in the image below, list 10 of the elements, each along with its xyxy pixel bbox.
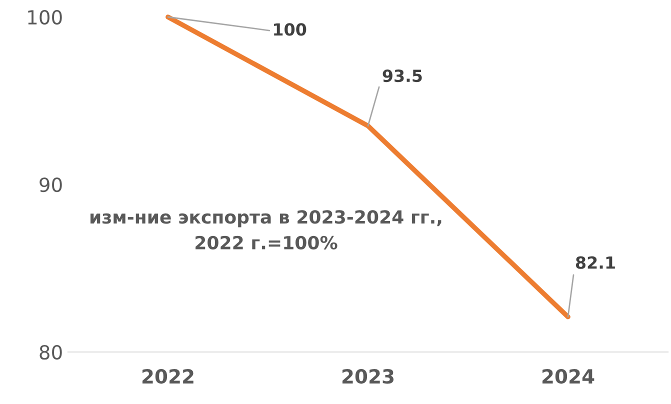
annotation: 93.5 [382, 69, 422, 82]
x-tick-label: 2024 [542, 369, 594, 384]
y-tick-label: 100 [28, 10, 62, 25]
annotation: 100 [274, 23, 306, 36]
text: изм-ние экспорта в 2023-2024 гг., 2022 г.=100% [90, 210, 442, 250]
annotation: 82.1 [576, 256, 615, 269]
x-tick-label: 2022 [142, 369, 194, 384]
y-tick-label: 80 [40, 344, 62, 360]
x-tick-label: 2023 [342, 369, 394, 384]
y-tick-label: 90 [40, 177, 62, 192]
